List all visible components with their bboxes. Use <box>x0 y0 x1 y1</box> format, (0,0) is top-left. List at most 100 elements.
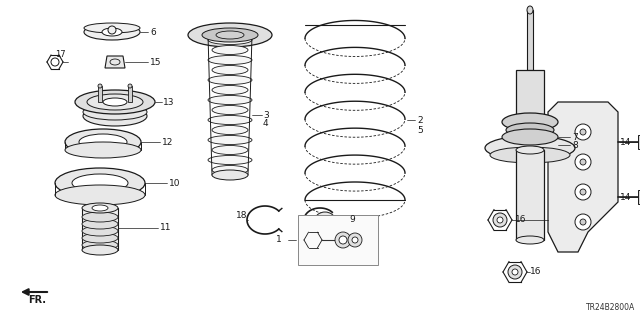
Ellipse shape <box>110 59 120 65</box>
Text: 2: 2 <box>417 116 422 124</box>
Text: 3: 3 <box>263 110 269 119</box>
Ellipse shape <box>485 136 575 160</box>
Circle shape <box>575 214 591 230</box>
Ellipse shape <box>208 36 252 44</box>
Text: 9: 9 <box>349 215 355 225</box>
Text: 5: 5 <box>417 125 423 134</box>
Ellipse shape <box>82 226 118 236</box>
Ellipse shape <box>216 31 244 39</box>
Ellipse shape <box>352 237 358 243</box>
Ellipse shape <box>502 129 558 145</box>
Ellipse shape <box>335 232 351 248</box>
Ellipse shape <box>208 156 252 164</box>
Ellipse shape <box>208 116 252 124</box>
Ellipse shape <box>72 174 128 192</box>
Ellipse shape <box>212 66 248 75</box>
Text: 11: 11 <box>160 223 172 233</box>
Ellipse shape <box>516 236 544 244</box>
Bar <box>98 86 102 102</box>
Ellipse shape <box>82 240 118 250</box>
Text: TR24B2800A: TR24B2800A <box>586 303 635 312</box>
Ellipse shape <box>490 147 570 163</box>
Circle shape <box>575 184 591 200</box>
Bar <box>638 135 640 149</box>
Ellipse shape <box>348 233 362 247</box>
Text: 1: 1 <box>276 236 282 244</box>
Circle shape <box>51 58 59 66</box>
Circle shape <box>580 189 586 195</box>
Ellipse shape <box>82 245 118 255</box>
Text: 14: 14 <box>620 138 632 147</box>
Ellipse shape <box>212 106 248 115</box>
Ellipse shape <box>108 26 116 34</box>
Circle shape <box>580 129 586 135</box>
Bar <box>82 208 118 250</box>
Bar <box>527 10 533 70</box>
Circle shape <box>580 159 586 165</box>
Ellipse shape <box>212 170 248 180</box>
Ellipse shape <box>65 142 141 158</box>
Polygon shape <box>548 102 618 252</box>
Ellipse shape <box>83 104 147 120</box>
Ellipse shape <box>506 123 554 137</box>
Ellipse shape <box>55 168 145 198</box>
Text: 12: 12 <box>162 138 173 147</box>
Ellipse shape <box>202 28 258 42</box>
Text: 8: 8 <box>572 140 578 149</box>
Ellipse shape <box>212 45 248 54</box>
Text: 6: 6 <box>150 28 156 36</box>
Ellipse shape <box>315 212 335 228</box>
Ellipse shape <box>87 94 143 110</box>
Text: 7: 7 <box>572 132 578 141</box>
Ellipse shape <box>84 24 140 40</box>
Text: 16: 16 <box>515 215 527 225</box>
Text: 10: 10 <box>169 179 180 188</box>
Circle shape <box>580 219 586 225</box>
Ellipse shape <box>188 23 272 47</box>
Ellipse shape <box>208 135 252 145</box>
Ellipse shape <box>212 85 248 94</box>
Ellipse shape <box>82 203 118 213</box>
Circle shape <box>497 217 503 223</box>
Ellipse shape <box>208 76 252 84</box>
Ellipse shape <box>55 185 145 205</box>
Ellipse shape <box>65 129 141 155</box>
Ellipse shape <box>516 146 544 154</box>
Ellipse shape <box>128 84 132 88</box>
Circle shape <box>575 154 591 170</box>
Circle shape <box>575 124 591 140</box>
Polygon shape <box>105 56 125 68</box>
Ellipse shape <box>339 236 347 244</box>
Text: 17: 17 <box>55 50 66 59</box>
Ellipse shape <box>208 95 252 105</box>
Ellipse shape <box>92 205 108 211</box>
Bar <box>128 86 132 102</box>
Text: 4: 4 <box>263 118 269 127</box>
Bar <box>516 70 544 120</box>
Text: 15: 15 <box>150 58 161 67</box>
Ellipse shape <box>79 134 127 150</box>
Ellipse shape <box>82 233 118 243</box>
Circle shape <box>512 269 518 275</box>
Circle shape <box>493 213 507 227</box>
Circle shape <box>508 265 522 279</box>
Ellipse shape <box>103 98 127 106</box>
Ellipse shape <box>212 125 248 134</box>
Ellipse shape <box>102 28 122 36</box>
Bar <box>638 190 640 204</box>
Ellipse shape <box>82 219 118 229</box>
Text: 13: 13 <box>163 98 175 107</box>
Ellipse shape <box>208 55 252 65</box>
Ellipse shape <box>82 212 118 222</box>
Text: 16: 16 <box>530 268 541 276</box>
Ellipse shape <box>83 106 147 126</box>
Ellipse shape <box>502 113 558 131</box>
Bar <box>298 215 378 265</box>
Ellipse shape <box>75 90 155 114</box>
Ellipse shape <box>212 146 248 155</box>
Ellipse shape <box>212 165 248 174</box>
Ellipse shape <box>98 84 102 88</box>
Text: 18: 18 <box>236 212 248 220</box>
Ellipse shape <box>527 6 533 14</box>
Text: 14: 14 <box>620 193 632 202</box>
